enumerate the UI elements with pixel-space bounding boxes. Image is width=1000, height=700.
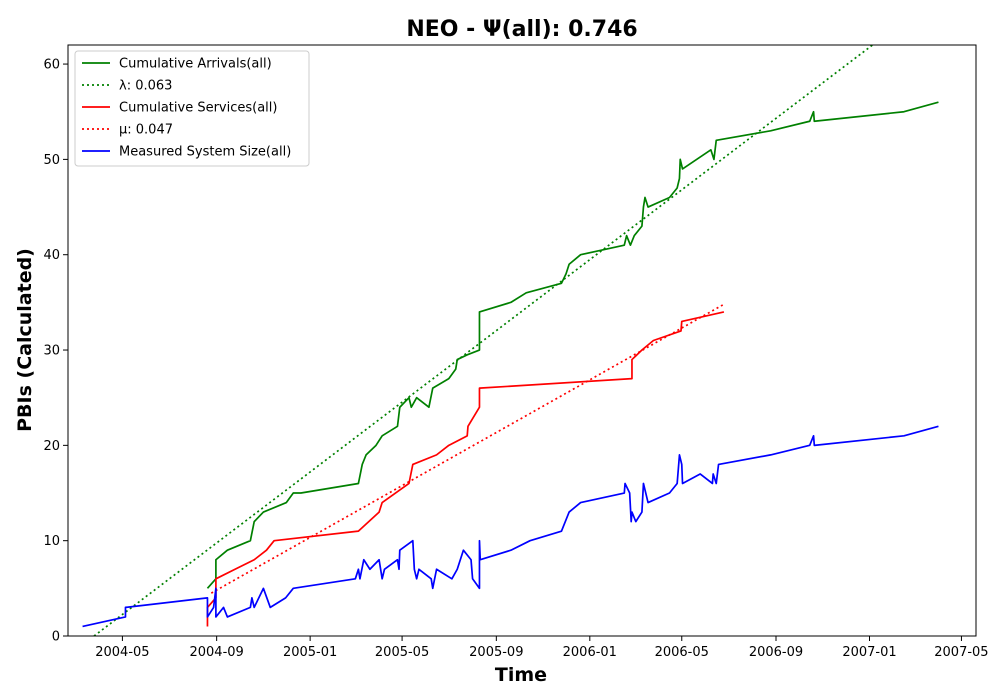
legend-label: Measured System Size(all) — [119, 145, 291, 160]
plot-frame — [67, 44, 977, 637]
x-tick-label: 2006-05 — [655, 645, 709, 660]
series-line-3 — [206, 311, 725, 627]
legend: Cumulative Arrivals(all) λ: 0.063 Cumulati… — [74, 50, 310, 167]
series-line-1 — [206, 101, 939, 589]
x-tick-label: 2006-09 — [749, 645, 803, 660]
y-axis: 0 10 20 30 40 50 60 — [43, 58, 68, 645]
legend-label: Cumulative Services(all) — [119, 101, 277, 116]
y-tick-label: 30 — [43, 344, 60, 359]
legend-label: Cumulative Arrivals(all) — [119, 57, 272, 72]
chart-title: NEO - Ψ(all): 0.746 — [406, 17, 637, 42]
legend-label: μ: 0.047 — [119, 123, 173, 138]
x-axis-label: Time — [495, 664, 547, 686]
series-layer — [82, 45, 939, 636]
y-tick-label: 0 — [52, 630, 60, 645]
x-tick-label: 2004-09 — [189, 645, 243, 660]
y-tick-label: 50 — [43, 153, 60, 168]
y-tick-label: 10 — [43, 534, 60, 549]
y-tick-label: 20 — [43, 439, 60, 454]
series-line-5 — [82, 425, 939, 628]
x-tick-label: 2005-01 — [283, 645, 337, 660]
x-tick-label: 2006-01 — [563, 645, 617, 660]
x-tick-label: 2005-09 — [469, 645, 523, 660]
x-tick-label: 2007-01 — [842, 645, 896, 660]
x-tick-label: 2005-05 — [375, 645, 429, 660]
y-tick-label: 40 — [43, 248, 60, 263]
x-tick-label: 2004-05 — [95, 645, 149, 660]
y-axis-label: PBIs (Calculated) — [14, 248, 36, 432]
y-tick-label: 60 — [43, 58, 60, 73]
legend-box — [74, 50, 310, 167]
x-axis: 2004-05 2004-09 2005-01 2005-05 2005-09 2006-… — [95, 636, 989, 660]
series-line-4 — [210, 303, 725, 594]
x-tick-label: 2007-05 — [934, 645, 988, 660]
legend-label: λ: 0.063 — [119, 79, 172, 94]
